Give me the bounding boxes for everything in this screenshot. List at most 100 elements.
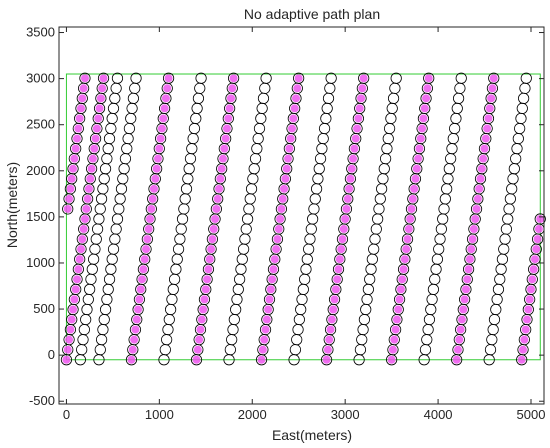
- waypoint-highlighted: [289, 114, 298, 123]
- waypoint: [387, 92, 400, 104]
- waypoint-highlighted: [95, 104, 104, 113]
- waypoint-highlighted: [396, 285, 405, 294]
- waypoint: [235, 263, 247, 275]
- waypoint: [125, 112, 137, 125]
- waypoint-highlighted: [229, 74, 238, 83]
- waypoint-highlighted: [327, 315, 336, 324]
- waypoint-highlighted: [464, 265, 473, 274]
- axes-box: [58, 26, 545, 405]
- waypoint: [231, 293, 243, 306]
- waypoint: [97, 183, 109, 195]
- waypoint: [96, 334, 108, 346]
- waypoint: [419, 344, 432, 356]
- waypoint: [321, 102, 333, 115]
- waypoint: [313, 163, 325, 175]
- waypoint: [183, 163, 195, 175]
- waypoint: [110, 223, 122, 235]
- waypoint-highlighted: [473, 194, 482, 203]
- y-tick-label: 2500: [26, 117, 55, 132]
- waypoint-highlighted: [131, 325, 140, 334]
- waypoint: [389, 82, 401, 94]
- waypoint: [247, 173, 259, 185]
- waypoint-highlighted: [71, 144, 80, 153]
- waypoint: [174, 233, 186, 245]
- waypoint-highlighted: [205, 255, 214, 264]
- waypoint: [91, 223, 104, 235]
- waypoint: [300, 263, 312, 275]
- waypoint: [490, 303, 502, 316]
- waypoint: [425, 303, 437, 316]
- waypoint: [103, 132, 116, 145]
- waypoint: [357, 323, 369, 336]
- waypoint-highlighted: [200, 295, 209, 304]
- waypoint-highlighted: [84, 184, 93, 193]
- waypoint: [162, 323, 174, 336]
- waypoint-highlighted: [87, 164, 96, 173]
- waypoint: [450, 112, 462, 125]
- waypoint-highlighted: [92, 124, 101, 133]
- waypoint-highlighted: [140, 255, 149, 264]
- waypoint-highlighted: [149, 184, 158, 193]
- waypoint: [318, 122, 331, 135]
- waypoint-highlighted: [400, 255, 409, 264]
- waypoint: [423, 313, 436, 326]
- waypoint: [228, 72, 240, 84]
- waypoint: [179, 193, 191, 205]
- waypoint: [504, 193, 516, 205]
- waypoint: [236, 253, 248, 265]
- waypoint-highlighted: [142, 245, 151, 254]
- waypoint-highlighted: [337, 245, 346, 254]
- waypoint-highlighted: [226, 94, 235, 103]
- waypoint: [228, 313, 240, 326]
- waypoint-highlighted: [350, 144, 359, 153]
- x-tick-label: 5000: [517, 407, 546, 422]
- waypoint-highlighted: [453, 345, 462, 354]
- waypoint-highlighted: [536, 215, 545, 224]
- waypoint-highlighted: [148, 194, 157, 203]
- waypoint: [358, 72, 370, 84]
- waypoint-highlighted: [339, 225, 348, 234]
- waypoint-highlighted: [132, 315, 141, 324]
- waypoint: [383, 122, 396, 135]
- waypoint: [314, 153, 327, 165]
- waypoint-highlighted: [479, 154, 488, 163]
- waypoint-highlighted: [528, 275, 537, 284]
- waypoint: [488, 313, 501, 326]
- waypoint: [182, 173, 194, 185]
- waypoint-highlighted: [422, 94, 431, 103]
- waypoint-highlighted: [294, 74, 303, 83]
- waypoint-highlighted: [402, 245, 411, 254]
- waypoint: [317, 132, 329, 145]
- waypoint: [449, 122, 461, 135]
- waypoint-highlighted: [280, 184, 289, 193]
- waypoint-highlighted: [208, 235, 217, 244]
- waypoint-highlighted: [404, 225, 413, 234]
- x-tick-label: 3000: [331, 407, 360, 422]
- waypoint: [163, 313, 175, 326]
- waypoint-highlighted: [415, 144, 424, 153]
- waypoint-highlighted: [281, 174, 290, 183]
- waypoint-highlighted: [353, 124, 362, 133]
- waypoint-highlighted: [388, 345, 397, 354]
- waypoint: [377, 173, 389, 185]
- waypoint-highlighted: [217, 164, 226, 173]
- waypoint: [512, 132, 524, 145]
- y-tick-label: 3500: [26, 25, 55, 40]
- waypoint: [93, 213, 105, 225]
- waypoint-highlighted: [203, 275, 212, 284]
- y-axis-label: North(meters): [4, 162, 20, 248]
- waypoint: [390, 72, 402, 84]
- waypoint: [165, 303, 177, 316]
- waypoint-highlighted: [355, 104, 364, 113]
- waypoint-highlighted: [96, 94, 105, 103]
- waypoint: [491, 293, 503, 306]
- y-tick-label: 1000: [26, 255, 55, 270]
- waypoint: [257, 92, 270, 104]
- waypoint-highlighted: [407, 204, 416, 213]
- waypoint-highlighted: [452, 355, 461, 364]
- waypoint: [172, 243, 185, 255]
- waypoint: [511, 143, 523, 155]
- waypoint-highlighted: [424, 74, 433, 83]
- waypoint-highlighted: [329, 305, 338, 314]
- waypoint-highlighted: [260, 335, 269, 344]
